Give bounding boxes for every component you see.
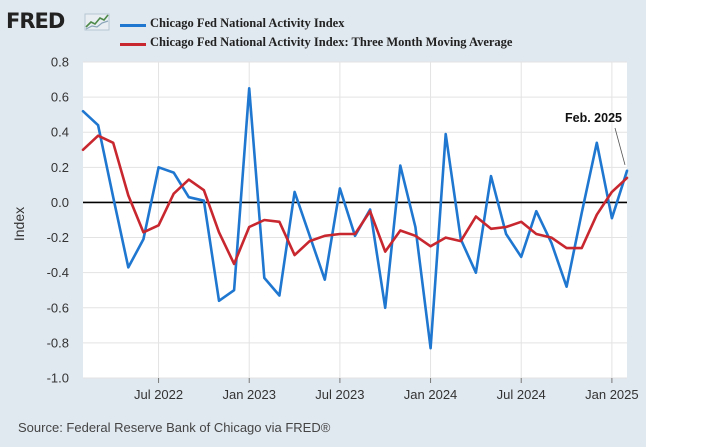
series-line-2[interactable] bbox=[81, 134, 629, 266]
y-tick-label: 0.4 bbox=[51, 125, 69, 140]
x-tick-label: Jan 2025 bbox=[585, 387, 639, 402]
y-tick-label: -0.2 bbox=[47, 230, 69, 245]
line-chart: 0.8 0.6 0.4 0.2 0.0 -0.2 -0.4 -0.6 -0.8 -1.0 Jul … bbox=[11, 55, 639, 403]
y-tick-label: -0.4 bbox=[47, 265, 69, 280]
x-tick-label: Jul 2024 bbox=[497, 387, 546, 402]
y-tick-label: 0.2 bbox=[51, 160, 69, 175]
y-tick-label: 0.6 bbox=[51, 90, 69, 105]
series-lines bbox=[81, 87, 629, 350]
plot-area bbox=[83, 62, 627, 378]
y-axis-ticks: 0.8 0.6 0.4 0.2 0.0 -0.2 -0.4 -0.6 -0.8 -1.0 bbox=[47, 55, 69, 386]
fred-logo[interactable]: FRED bbox=[6, 9, 65, 33]
y-tick-label: 0.8 bbox=[51, 55, 69, 70]
annotations: Feb. 2025 bbox=[565, 111, 626, 165]
y-tick-label: 0.0 bbox=[51, 195, 69, 210]
legend-label-series-2: Chicago Fed National Activity Index: Thr… bbox=[150, 35, 513, 49]
x-tick-label: Jan 2023 bbox=[222, 387, 276, 402]
annotation-leader bbox=[614, 127, 626, 165]
x-tick-label: Jul 2023 bbox=[315, 387, 364, 402]
annotation-label: Feb. 2025 bbox=[565, 111, 622, 125]
legend-label-series-1: Chicago Fed National Activity Index bbox=[150, 16, 345, 30]
legend-swatch-series-1 bbox=[120, 24, 146, 27]
x-axis-ticks: Jul 2022 Jan 2023 Jul 2023 Jan 2024 Jul 2024… bbox=[134, 378, 639, 402]
source-note: Source: Federal Reserve Bank of Chicago … bbox=[18, 420, 331, 435]
y-tick-label: -0.8 bbox=[47, 335, 69, 350]
x-tick-label: Jul 2022 bbox=[134, 387, 183, 402]
y-axis-label: Index bbox=[11, 207, 27, 241]
y-tick-label: -0.6 bbox=[47, 300, 69, 315]
line-chart-icon bbox=[84, 13, 110, 31]
gridlines bbox=[83, 61, 627, 379]
legend-swatch-series-2 bbox=[120, 43, 146, 46]
x-tick-label: Jan 2024 bbox=[404, 387, 458, 402]
series-line-1[interactable] bbox=[81, 87, 629, 350]
y-tick-label: -1.0 bbox=[47, 371, 69, 386]
